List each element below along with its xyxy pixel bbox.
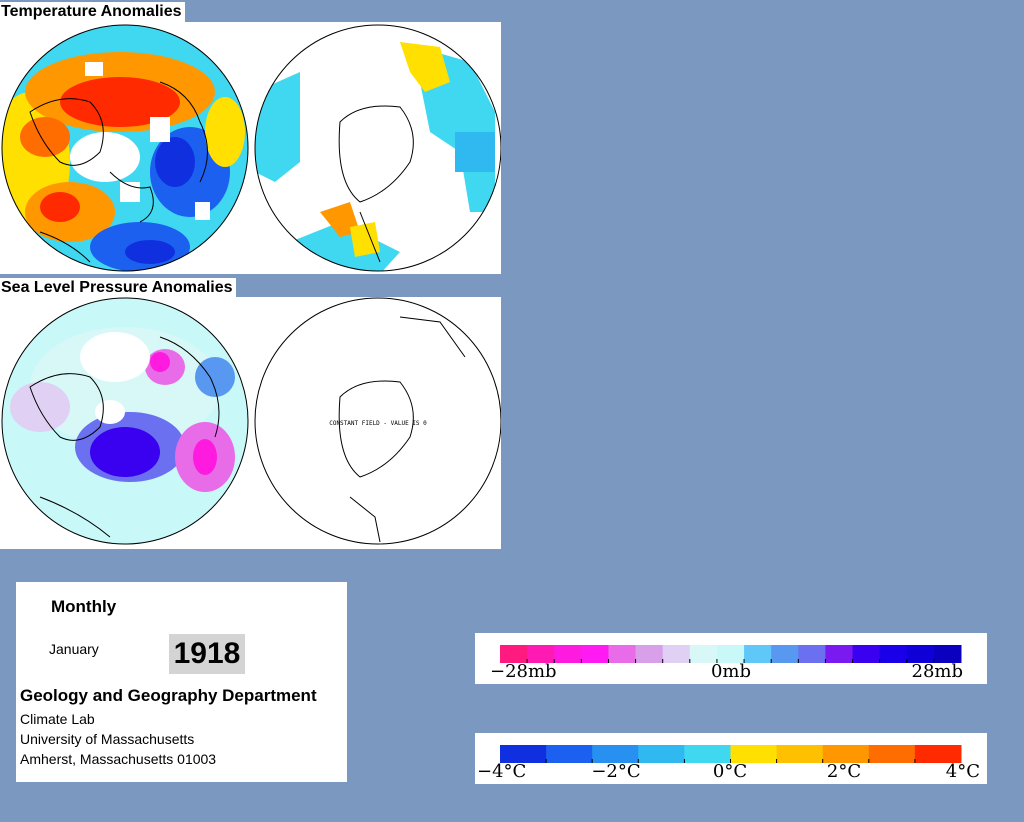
pressure-color-swatch — [906, 645, 935, 663]
department-label: Geology and Geography Department — [20, 686, 317, 705]
pressure-maps: CONSTANT FIELD - VALUE IS 0 — [1, 297, 501, 545]
pressure-panel: CONSTANT FIELD - VALUE IS 0 — [0, 297, 501, 549]
pressure-tick-label: 0mb — [711, 661, 751, 682]
pressure-color-swatch — [879, 645, 908, 663]
pressure-color-swatch — [744, 645, 772, 663]
south-temperature-map — [255, 25, 501, 271]
pressure-color-swatch — [554, 645, 582, 663]
temperature-color-swatch — [684, 745, 731, 763]
south-pressure-map: CONSTANT FIELD - VALUE IS 0 — [329, 316, 466, 543]
pressure-color-swatch — [852, 645, 881, 663]
pressure-legend: −28mb 0mb 28mb — [475, 633, 987, 684]
north-pressure-map — [2, 298, 248, 544]
lab-label: Climate Lab — [20, 711, 95, 727]
north-temperature-map — [2, 25, 248, 271]
pressure-color-swatch — [798, 645, 826, 663]
temperature-title: Temperature Anomalies — [0, 2, 185, 22]
temperature-tick-label: −2°C — [591, 761, 640, 782]
temperature-color-swatch — [822, 745, 870, 763]
temperature-color-swatch — [914, 745, 962, 763]
pressure-color-swatch — [662, 645, 691, 663]
temperature-color-swatch — [730, 745, 778, 763]
year-label: 1918 — [169, 634, 245, 674]
pressure-color-swatch — [527, 645, 555, 663]
address-label: Amherst, Massachusetts 01003 — [20, 751, 217, 767]
pressure-colorbar: −28mb 0mb 28mb — [490, 645, 964, 682]
pressure-color-swatch — [500, 645, 528, 663]
temperature-maps — [1, 24, 501, 272]
constant-field-note: CONSTANT FIELD - VALUE IS 0 — [329, 420, 427, 427]
temperature-color-swatch — [500, 745, 547, 763]
temperature-color-swatch — [868, 745, 916, 763]
period-label: Monthly — [51, 597, 117, 616]
temperature-color-swatch — [638, 745, 685, 763]
pressure-title: Sea Level Pressure Anomalies — [0, 278, 236, 298]
temperature-color-swatch — [776, 745, 824, 763]
pressure-color-swatch — [933, 645, 962, 663]
temperature-tick-label: 4°C — [946, 761, 980, 782]
temperature-colorbar: −4°C −2°C 0°C 2°C 4°C — [477, 745, 980, 782]
temperature-tick-label: 2°C — [827, 761, 861, 782]
pressure-color-swatch — [716, 645, 745, 663]
temperature-color-swatch — [592, 745, 639, 763]
pressure-color-swatch — [635, 645, 664, 663]
temperature-tick-label: 0°C — [713, 761, 747, 782]
pressure-color-swatch — [581, 645, 609, 663]
pressure-color-swatch — [608, 645, 637, 663]
university-label: University of Massachusetts — [20, 731, 195, 747]
info-box: Monthly January 1918 Geology and Geograp… — [16, 582, 347, 782]
temperature-color-swatch — [546, 745, 593, 763]
pressure-tick-label: 28mb — [912, 661, 964, 682]
month-label: January — [49, 641, 99, 657]
temperature-tick-label: −4°C — [477, 761, 526, 782]
temperature-legend: −4°C −2°C 0°C 2°C 4°C — [475, 733, 987, 784]
temperature-panel — [0, 22, 501, 274]
pressure-color-swatch — [771, 645, 799, 663]
pressure-color-swatch — [689, 645, 718, 663]
pressure-color-swatch — [825, 645, 854, 663]
pressure-tick-label: −28mb — [490, 661, 557, 682]
